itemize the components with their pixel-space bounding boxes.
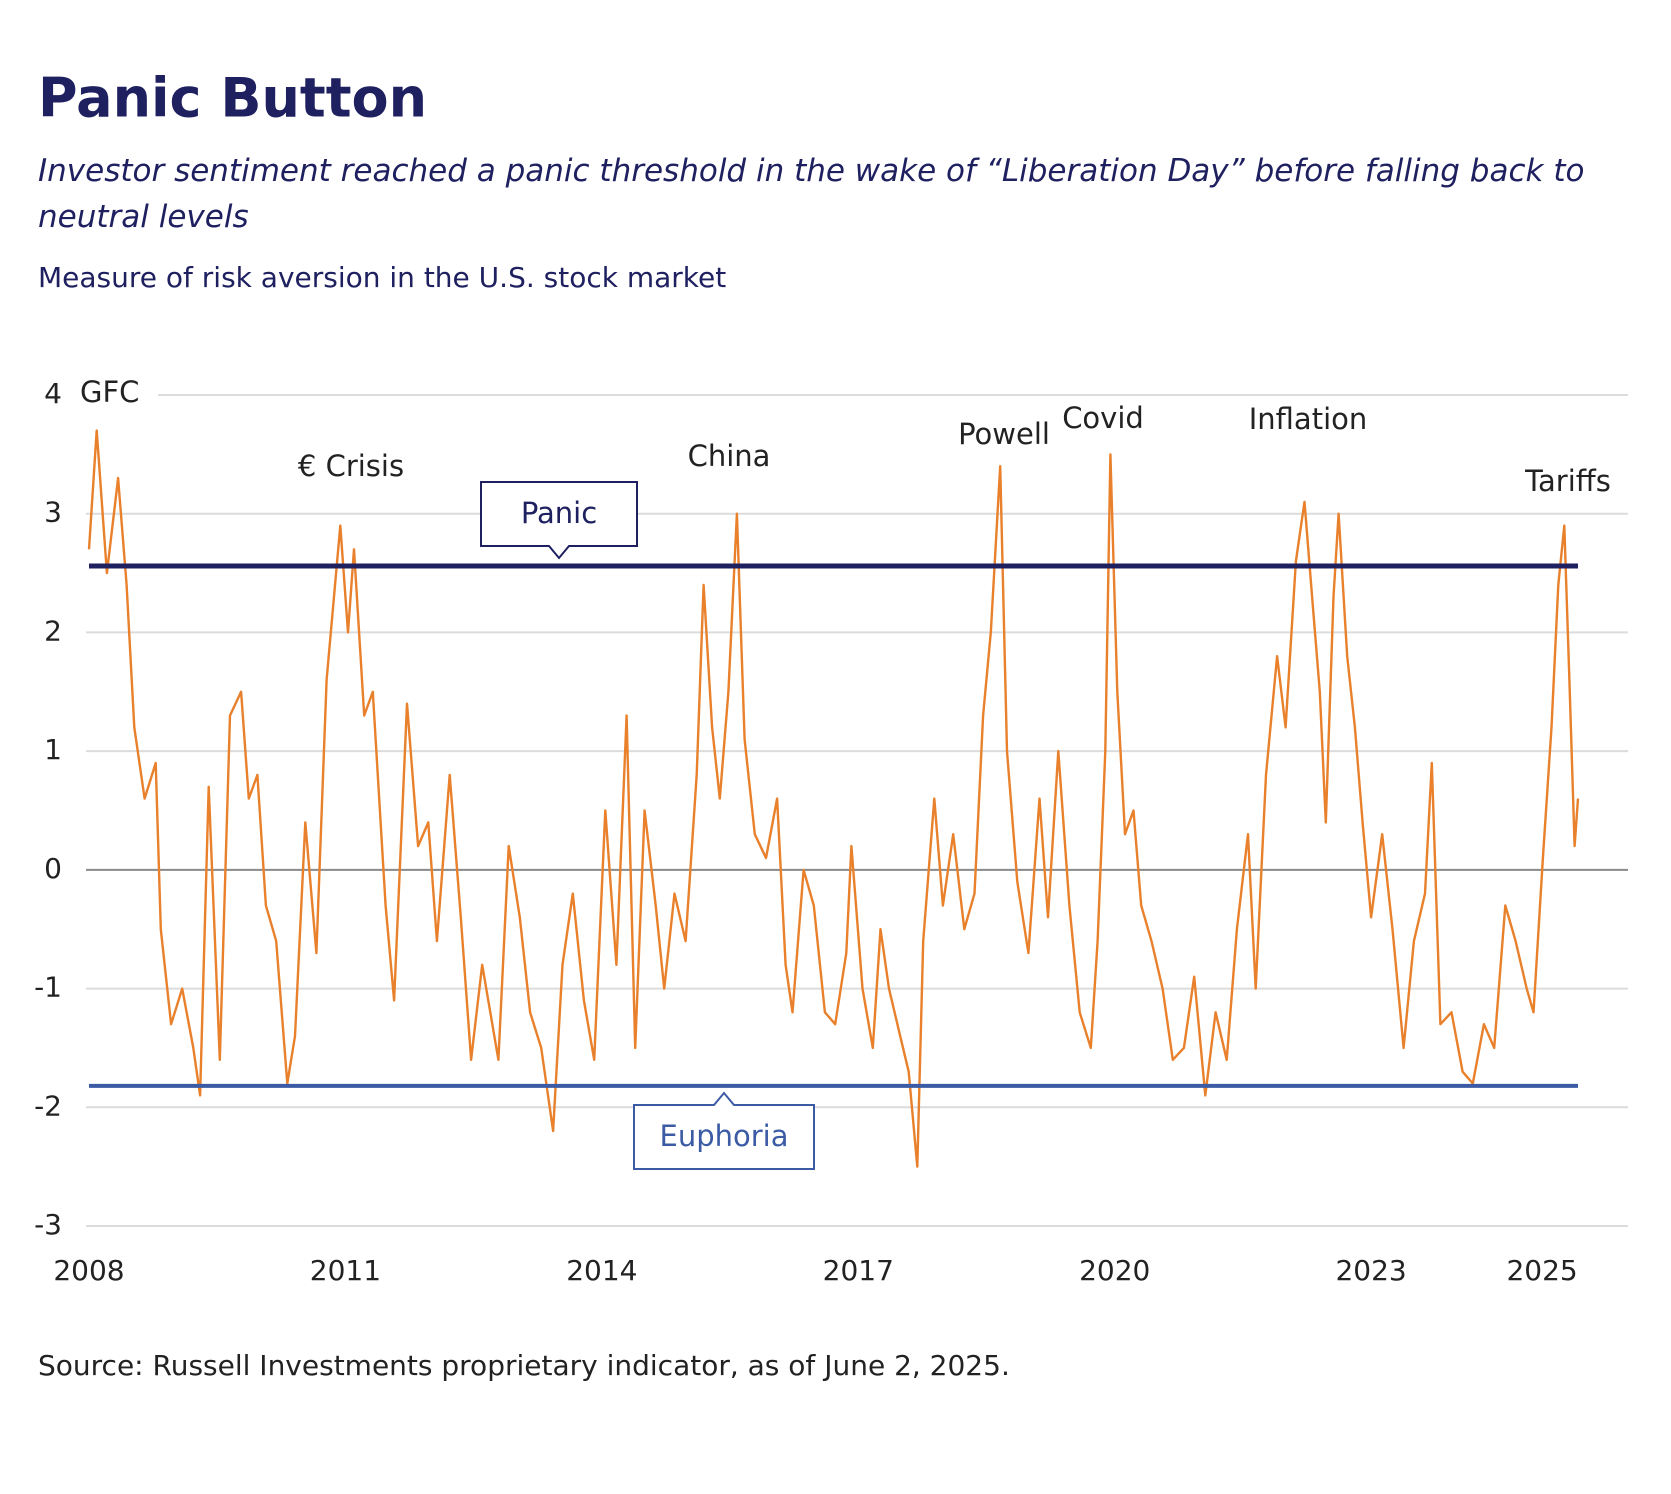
source-note: Source: Russell Investments proprietary … [38,1349,1010,1382]
y-axis-label: Measure of risk aversion in the U.S. sto… [38,261,726,294]
x-tick-label: 2014 [566,1254,637,1287]
y-tick-label: 2 [44,614,62,647]
threshold-callout [480,481,638,560]
annotation: GFC [80,375,139,409]
data-line [87,429,1580,1168]
x-tick-label: 2020 [1079,1254,1150,1287]
x-tick-label: 2017 [823,1254,894,1287]
threshold-callout [633,1091,815,1170]
annotation: Inflation [1249,402,1368,436]
y-tick-label: 4 [44,377,62,410]
y-tick-label: -3 [34,1208,62,1241]
annotation: Powell [958,417,1050,451]
chart-subtitle: Investor sentiment reached a panic thres… [38,153,1584,235]
annotation: China [688,439,771,473]
threshold-label: Euphoria [660,1119,789,1153]
annotation: Covid [1062,401,1144,435]
y-tick-label: -2 [34,1089,62,1122]
chart-title: Panic Button [38,67,427,130]
x-tick-label: 2011 [310,1254,381,1287]
annotation: Tariffs [1524,464,1611,498]
x-tick-label: 2023 [1335,1254,1406,1287]
y-tick-label: 1 [44,733,62,766]
y-tick-label: 0 [44,852,62,885]
x-tick-label: 2008 [53,1254,124,1287]
annotation: € Crisis [298,449,404,483]
x-tick-label: 2025 [1506,1254,1577,1287]
y-tick-label: 3 [44,496,62,529]
y-tick-label: -1 [34,971,62,1004]
threshold-label: Panic [521,496,597,530]
